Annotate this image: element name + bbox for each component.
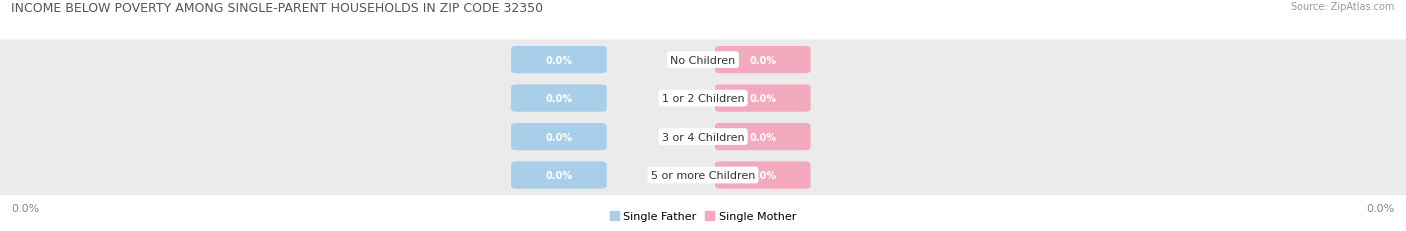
FancyBboxPatch shape: [716, 162, 810, 189]
Text: 0.0%: 0.0%: [749, 132, 776, 142]
Legend: Single Father, Single Mother: Single Father, Single Mother: [606, 206, 800, 225]
Text: 0.0%: 0.0%: [546, 170, 572, 180]
FancyBboxPatch shape: [716, 85, 810, 112]
FancyBboxPatch shape: [512, 47, 607, 74]
FancyBboxPatch shape: [0, 79, 1406, 119]
Text: Source: ZipAtlas.com: Source: ZipAtlas.com: [1291, 2, 1395, 12]
Text: 0.0%: 0.0%: [749, 94, 776, 104]
FancyBboxPatch shape: [512, 85, 607, 112]
Text: 0.0%: 0.0%: [546, 55, 572, 65]
Text: 0.0%: 0.0%: [546, 132, 572, 142]
Text: 0.0%: 0.0%: [749, 170, 776, 180]
FancyBboxPatch shape: [0, 117, 1406, 157]
Text: INCOME BELOW POVERTY AMONG SINGLE-PARENT HOUSEHOLDS IN ZIP CODE 32350: INCOME BELOW POVERTY AMONG SINGLE-PARENT…: [11, 2, 543, 15]
FancyBboxPatch shape: [512, 123, 607, 151]
Text: 0.0%: 0.0%: [1367, 203, 1395, 213]
Text: 0.0%: 0.0%: [11, 203, 39, 213]
FancyBboxPatch shape: [0, 155, 1406, 195]
Text: 1 or 2 Children: 1 or 2 Children: [662, 94, 744, 104]
Text: 0.0%: 0.0%: [749, 55, 776, 65]
FancyBboxPatch shape: [716, 123, 810, 151]
Text: No Children: No Children: [671, 55, 735, 65]
Text: 3 or 4 Children: 3 or 4 Children: [662, 132, 744, 142]
FancyBboxPatch shape: [0, 40, 1406, 80]
Text: 0.0%: 0.0%: [546, 94, 572, 104]
FancyBboxPatch shape: [716, 47, 810, 74]
Text: 5 or more Children: 5 or more Children: [651, 170, 755, 180]
FancyBboxPatch shape: [512, 162, 607, 189]
